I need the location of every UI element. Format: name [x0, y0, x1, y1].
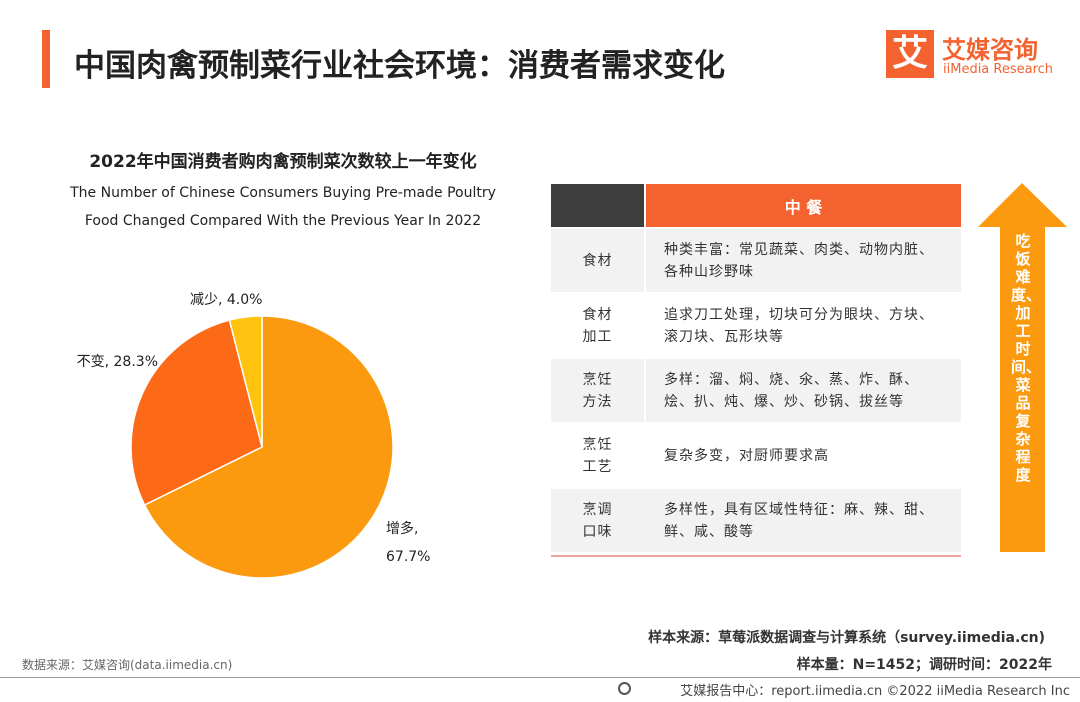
data-label: 减少, 4.0% [190, 292, 263, 308]
footer-line [0, 677, 1080, 678]
row-label: 食材加工 [582, 306, 613, 345]
table-cell: 多样性，具有区域性特征：麻、辣、甜、鲜、咸、酸等 [646, 489, 961, 552]
arrow-text: 吃饭难度、加工时间、菜品复杂程度 [1011, 232, 1042, 484]
table-cell: 食材加工 [551, 294, 644, 357]
pie-slice [143, 315, 394, 579]
table-cell: 种类丰富：常见蔬菜、肉类、动物内脏、各种山珍野味 [646, 229, 961, 292]
table-cell: 复杂多变，对厨师要求高 [646, 424, 961, 487]
pie-slice [228, 315, 263, 448]
table-cell: 食材 [551, 229, 644, 292]
table-row [551, 359, 961, 422]
table-cell: 烹饪方法 [551, 359, 644, 422]
logo-name: 艾媒咨询 [942, 36, 1038, 64]
footer-icon [618, 682, 631, 695]
column-divider [644, 294, 646, 357]
table: 中 餐 食材 种类丰富：常见蔬菜、肉类、动物内脏、各种山珍野味食材加工 追求刀工处理… [551, 184, 961, 557]
column-divider [644, 359, 646, 422]
data-label: 增多, 67.7% [386, 521, 431, 565]
row-text: 多样：溜、焖、烧、氽、蒸、炸、酥、烩、扒、炖、爆、炒、砂锅、拔丝等 [664, 371, 919, 410]
data-label: 不变, 28.3% [76, 354, 158, 370]
arrow [978, 183, 1067, 552]
table-cell: 多样：溜、焖、烧、氽、蒸、炸、酥、烩、扒、炖、爆、炒、砂锅、拔丝等 [646, 359, 961, 422]
column-divider [644, 229, 646, 292]
row-text: 多样性，具有区域性特征：麻、辣、甜、鲜、咸、酸等 [664, 501, 934, 540]
table-row [551, 229, 961, 292]
column-divider [644, 424, 646, 487]
table-bottom-line [551, 555, 961, 557]
row-label: 烹调口味 [582, 501, 613, 540]
chart-subtitle: The Number of Chinese Consumers Buying P… [70, 185, 496, 229]
table-cell: 追求刀工处理，切块可分为眼块、方块、滚刀块、瓦形块等 [646, 294, 961, 357]
sample-source: 样本来源：草莓派数据调查与计算系统（survey.iimedia.cn) [648, 630, 1045, 646]
sample-size: 样本量：N=1452；调研时间：2022年 [796, 657, 1052, 673]
table-corner [551, 184, 644, 227]
row-text: 追求刀工处理，切块可分为眼块、方块、滚刀块、瓦形块等 [664, 306, 934, 345]
title-bar [42, 30, 50, 88]
row-label: 烹饪方法 [582, 371, 613, 410]
table-row [551, 489, 961, 552]
table-cell: 烹饪工艺 [551, 424, 644, 487]
pie-slice [130, 319, 263, 507]
table-row [551, 294, 961, 357]
pie-chart [130, 315, 394, 579]
data-source: 数据来源：艾媒咨询(data.iimedia.cn) [22, 658, 233, 672]
logo-sub: iiMedia Research [943, 62, 1054, 77]
page-title: 中国肉禽预制菜行业社会环境：消费者需求变化 [74, 48, 725, 84]
table-cell: 烹调口味 [551, 489, 644, 552]
table-header: 中 餐 [646, 184, 961, 227]
row-label: 食材 [582, 252, 613, 269]
row-text: 种类丰富：常见蔬菜、肉类、动物内脏、各种山珍野味 [664, 241, 934, 280]
row-text: 复杂多变，对厨师要求高 [664, 447, 829, 464]
copyright: 艾媒报告中心：report.iimedia.cn ©2022 iiMedia R… [680, 684, 1070, 699]
row-label: 烹饪工艺 [582, 436, 613, 475]
table-row [551, 424, 961, 487]
logo-mark: 艾 [886, 30, 934, 78]
chart-title: 2022年中国消费者购肉禽预制菜次数较上一年变化 [89, 152, 477, 172]
